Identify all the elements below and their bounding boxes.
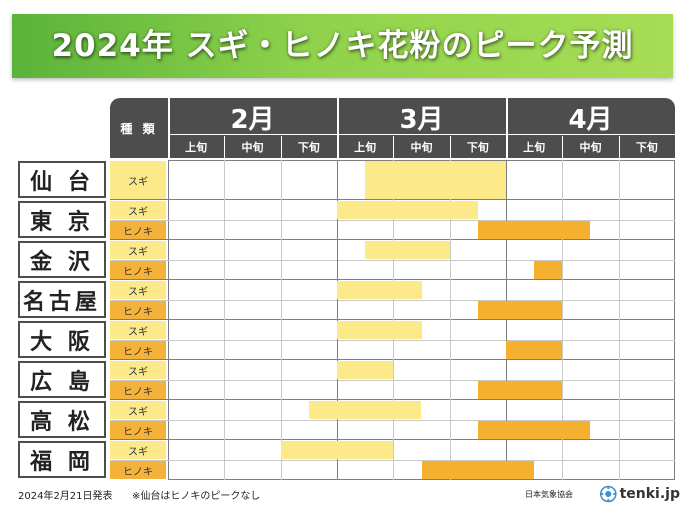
peak-bar <box>280 441 394 459</box>
city-label: 大 阪 <box>18 321 106 358</box>
row-divider <box>110 300 675 301</box>
city-divider <box>110 439 675 440</box>
dekad-header: 中旬 <box>410 141 433 154</box>
city-divider <box>110 319 675 320</box>
city-label: 高 松 <box>18 401 106 438</box>
city-label: 仙 台 <box>18 161 106 198</box>
footnote: ※仙台はヒノキのピークなし <box>132 491 261 502</box>
pollen-type-label: スギ <box>110 201 166 219</box>
peak-bar <box>365 161 506 199</box>
title-banner: 2024年 スギ・ヒノキ花粉のピーク予測 <box>0 0 685 95</box>
column-divider <box>562 160 564 480</box>
peak-bar <box>337 321 422 339</box>
city-divider <box>110 239 675 240</box>
pollen-type-label: ヒノキ <box>110 301 166 319</box>
dekad-header: 下旬 <box>297 141 320 154</box>
peak-bar <box>506 341 563 359</box>
brand-name: tenki.jp <box>619 486 680 502</box>
header-divider <box>168 134 675 135</box>
city-label: 金 沢 <box>18 241 106 278</box>
dekad-header: 上旬 <box>354 141 377 154</box>
header-divider <box>562 136 564 158</box>
pollen-type-label: スギ <box>110 361 166 379</box>
row-divider <box>110 340 675 341</box>
kind-header: 種 類 <box>120 121 158 136</box>
pollen-type-label: ヒノキ <box>110 341 166 359</box>
row-divider <box>110 380 675 381</box>
dekad-header: 下旬 <box>635 141 658 154</box>
page-title: 2024年 スギ・ヒノキ花粉のピーク予測 <box>51 28 634 64</box>
header-divider <box>618 136 620 158</box>
column-divider <box>449 160 451 480</box>
pollen-type-label: ヒノキ <box>110 421 166 439</box>
pollen-type-label: スギ <box>110 241 166 259</box>
dekad-header: 下旬 <box>466 141 489 154</box>
dekad-header: 中旬 <box>241 141 264 154</box>
peak-bar <box>337 281 422 299</box>
month-header: 4月 <box>568 104 613 135</box>
header-divider <box>393 136 395 158</box>
publish-date: 2024年2月21日発表 <box>18 491 113 502</box>
peak-bar <box>421 461 535 479</box>
city-divider <box>110 199 675 200</box>
row-divider <box>110 420 675 421</box>
city-label: 広 島 <box>18 361 106 398</box>
city-divider <box>110 279 675 280</box>
pollen-type-label: ヒノキ <box>110 221 166 239</box>
pollen-type-label: ヒノキ <box>110 381 166 399</box>
table-header <box>110 98 675 158</box>
column-divider <box>224 160 226 480</box>
header-divider <box>506 98 508 158</box>
header-divider <box>168 98 170 158</box>
city-label: 名古屋 <box>18 281 106 318</box>
column-divider <box>337 160 338 480</box>
peak-bar <box>477 421 591 439</box>
title-banner-bg: 2024年 スギ・ヒノキ花粉のピーク予測 <box>12 14 673 78</box>
peak-bar <box>477 301 563 319</box>
column-divider <box>506 160 507 480</box>
peak-bar <box>365 241 450 259</box>
peak-bar <box>337 201 478 219</box>
column-divider <box>280 160 282 480</box>
peak-bar <box>308 401 422 419</box>
organization-name: 日本気象協会 <box>525 490 573 499</box>
month-header: 2月 <box>230 104 275 135</box>
dekad-header: 中旬 <box>579 141 602 154</box>
header-divider <box>449 136 451 158</box>
header-divider <box>280 136 282 158</box>
column-divider <box>393 160 395 480</box>
pollen-type-label: スギ <box>110 441 166 459</box>
city-divider <box>110 359 675 360</box>
column-divider <box>618 160 620 480</box>
city-label: 福 岡 <box>18 441 106 478</box>
pollen-type-label: ヒノキ <box>110 461 166 479</box>
pollen-type-label: スギ <box>110 401 166 419</box>
row-divider <box>110 460 675 461</box>
tenki-logo-icon <box>600 485 617 503</box>
city-divider <box>110 399 675 400</box>
city-label: 東 京 <box>18 201 106 238</box>
dekad-header: 上旬 <box>523 141 546 154</box>
pollen-type-label: スギ <box>110 161 166 199</box>
row-divider <box>110 220 675 221</box>
peak-bar <box>477 381 563 399</box>
header-divider <box>224 136 226 158</box>
dekad-header: 上旬 <box>185 141 208 154</box>
peak-bar <box>477 221 591 239</box>
pollen-type-label: スギ <box>110 281 166 299</box>
row-divider <box>110 260 675 261</box>
tenki-logo[interactable]: tenki.jp <box>600 481 680 507</box>
month-header: 3月 <box>399 104 444 135</box>
peak-bar <box>534 261 563 279</box>
pollen-type-label: ヒノキ <box>110 261 166 279</box>
peak-bar <box>337 361 394 379</box>
header-divider <box>337 98 339 158</box>
pollen-type-label: スギ <box>110 321 166 339</box>
